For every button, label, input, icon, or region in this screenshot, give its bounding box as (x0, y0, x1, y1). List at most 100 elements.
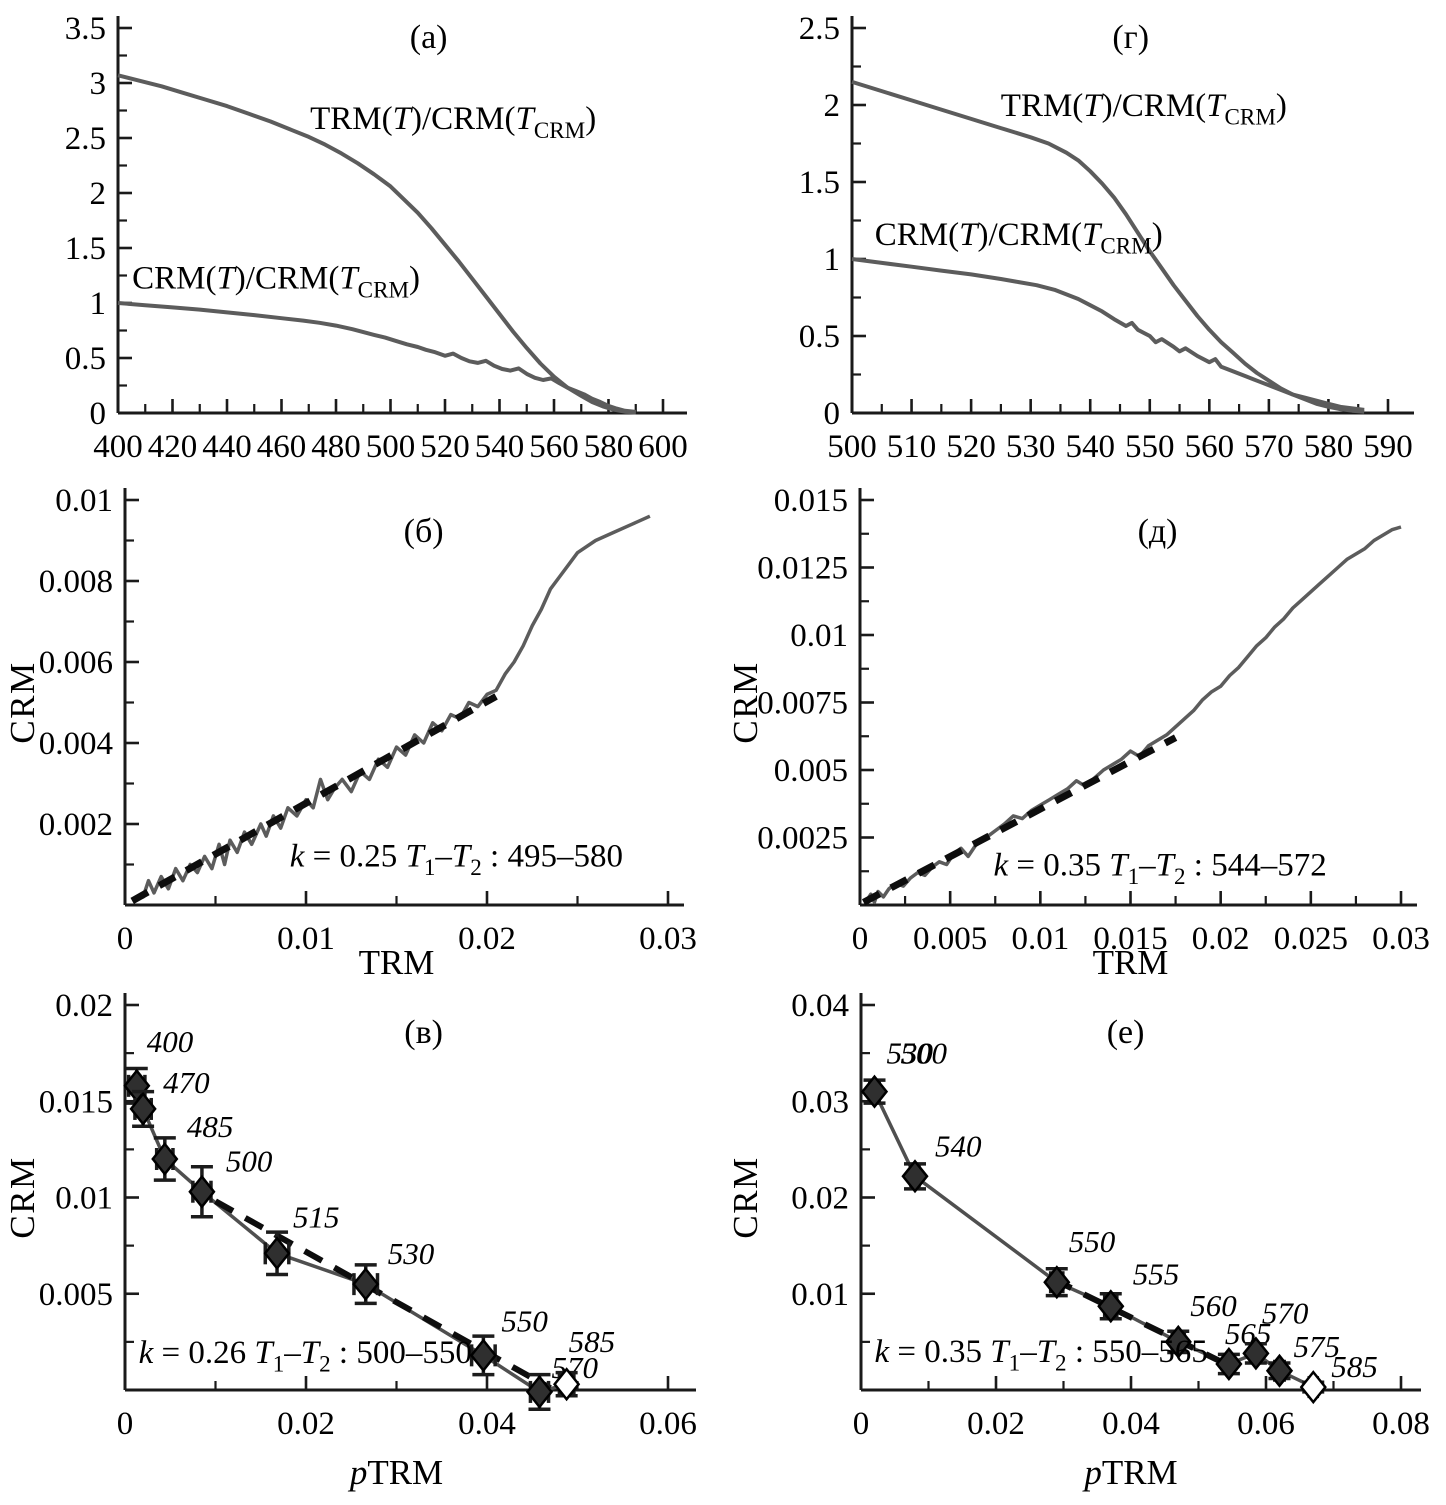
y-tick-label: 0.0075 (757, 686, 848, 722)
x-tick-label: 440 (202, 429, 252, 465)
data-point (129, 1089, 157, 1129)
y-tick-label: 0.03 (791, 1084, 849, 1120)
curve-label: CRM(T)/CRM(TCRM) (132, 261, 420, 303)
y-tick-label: 0.02 (55, 990, 113, 1024)
x-tick-label: 0.015 (1093, 921, 1167, 957)
panel-a-chart: 400 420 440 460 480 500 520 540 560 580 600 0 0.5 1 1.… (65, 11, 688, 465)
x-tick-label: 590 (1363, 429, 1413, 465)
diamond-marker (1097, 1289, 1125, 1324)
y-tick-label: 2 (824, 88, 841, 124)
panel-label: (д) (1138, 513, 1178, 550)
x-tick-label: 0.02 (277, 1406, 335, 1442)
diamond-marker (151, 1141, 179, 1177)
y-axis-title: CRM (3, 661, 42, 743)
diamond-marker (129, 1091, 157, 1126)
x-tick-label: 510 (887, 429, 937, 465)
y-tick-label: 0.04 (791, 990, 849, 1024)
y-tick-label: 3.5 (65, 11, 106, 47)
x-tick-label: 0.01 (277, 921, 335, 957)
panel-v-chart: 0 0.02 0.04 0.06 0.005 0.01 0.015 0.02 (в) CRM pTR… (3, 988, 697, 1492)
y-tick-label: 0.002 (39, 807, 113, 843)
x-tick-label: 0.04 (1102, 1406, 1160, 1442)
x-tick-label: 550 (1125, 429, 1175, 465)
data-point (1265, 1353, 1294, 1388)
x-tick-label: 420 (148, 429, 198, 465)
y-tick-label: 0.0025 (757, 821, 848, 857)
y-tick-label: 0.005 (39, 1277, 113, 1313)
x-tick-label: 0 (853, 1406, 870, 1442)
diamond-marker (860, 1074, 889, 1109)
x-tick-label: 0.005 (913, 921, 987, 957)
x-tick-label: 0.025 (1274, 921, 1348, 957)
y-tick-label: 1.5 (799, 165, 840, 201)
panel-g: 500 510 520 530 540 550 560 570 580 590 0 0.5 1 1.5 2 2… (723, 0, 1446, 480)
x-tick-label: 0 (117, 921, 134, 957)
x-tick-label: 500 (366, 429, 416, 465)
y-tick-label: 0.006 (39, 645, 113, 681)
crm-ratio-curve (117, 301, 637, 414)
panel-label: (а) (410, 19, 448, 56)
point-temperature-label: 555 (1133, 1256, 1180, 1291)
curve-label: TRM(T)/CRM(TCRM) (1001, 88, 1287, 130)
x-tick-label: 540 (475, 429, 525, 465)
point-temperature-label: 560 (1190, 1288, 1237, 1323)
x-tick-label: 0.06 (639, 1406, 697, 1442)
y-axis-title: CRM (726, 1156, 765, 1238)
x-tick-label: 520 (420, 429, 470, 465)
data-point (1299, 1370, 1327, 1405)
diamond-marker (1242, 1336, 1270, 1371)
diamond-marker-open (1299, 1370, 1327, 1405)
data-point (901, 1159, 929, 1194)
x-tick-label: 0.02 (1192, 921, 1250, 957)
x-tick-label: 0.02 (967, 1406, 1025, 1442)
crm-vs-trm-curve (131, 514, 651, 902)
data-point (151, 1136, 179, 1182)
data-point (525, 1372, 554, 1411)
data-point (263, 1230, 291, 1277)
x-tick-label: 0.01 (1011, 921, 1069, 957)
x-axis-title: TRM (359, 943, 435, 982)
x-tick-label: 0 (117, 1406, 134, 1442)
x-tick-label: 0.06 (1237, 1406, 1295, 1442)
x-tick-label: 600 (638, 429, 688, 465)
panel-b-chart: 0 0.01 0.02 0.03 0.002 0.004 0.006 0.008 0.01 (б)… (3, 483, 697, 982)
panel-d-chart: 0 0.005 0.01 0.015 0.02 0.025 0.03 0.0025 0.005 0… (726, 483, 1430, 982)
x-tick-label: 580 (584, 429, 634, 465)
panel-b: 0 0.01 0.02 0.03 0.002 0.004 0.006 0.008 0.01 (б)… (0, 480, 723, 990)
y-tick-label: 0 (90, 396, 107, 432)
y-tick-label: 0.02 (791, 1181, 849, 1217)
x-tick-label: 480 (311, 429, 361, 465)
x-tick-label: 400 (93, 429, 143, 465)
x-tick-label: 580 (1304, 429, 1354, 465)
x-tick-label: 0.02 (458, 921, 516, 957)
y-tick-label: 0.01 (791, 1277, 849, 1313)
y-tick-label: 2.5 (65, 121, 106, 157)
x-tick-label: 560 (1185, 429, 1235, 465)
point-temperature-label: 515 (293, 1199, 340, 1234)
y-tick-label: 0.015 (774, 483, 848, 519)
point-temperature-label: 540 (935, 1128, 982, 1163)
x-axis-title: TRM (1093, 943, 1169, 982)
x-tick-label: 560 (529, 429, 579, 465)
diamond-marker (1164, 1324, 1192, 1359)
y-tick-label: 1 (90, 286, 107, 322)
data-point (860, 1074, 889, 1109)
data-point (188, 1164, 216, 1219)
y-tick-label: 1.5 (65, 231, 106, 267)
x-tick-label: 0.08 (1372, 1406, 1430, 1442)
x-tick-label: 0.04 (458, 1406, 516, 1442)
panel-v: 0 0.02 0.04 0.06 0.005 0.01 0.015 0.02 (в) CRM pTR… (0, 988, 723, 1500)
diamond-marker (469, 1338, 498, 1373)
curve-label: CRM(T)/CRM(TCRM) (875, 217, 1163, 259)
x-tick-label: 530 (1006, 429, 1056, 465)
data-point (1043, 1265, 1071, 1300)
panel-label: (е) (1107, 1014, 1145, 1051)
data-point (1242, 1336, 1270, 1371)
crm-ratio-curve (851, 257, 1365, 412)
fit-annotation: k = 0.26 T1–T2 : 500–550 (139, 1335, 472, 1377)
diamond-marker (1043, 1265, 1071, 1300)
panel-e-chart: 0 0.02 0.04 0.06 0.08 0.01 0.02 0.03 0.04 (е) CRM p… (726, 988, 1430, 1492)
y-tick-label: 3 (90, 66, 107, 102)
y-axis-title-group: CRM (726, 661, 765, 743)
